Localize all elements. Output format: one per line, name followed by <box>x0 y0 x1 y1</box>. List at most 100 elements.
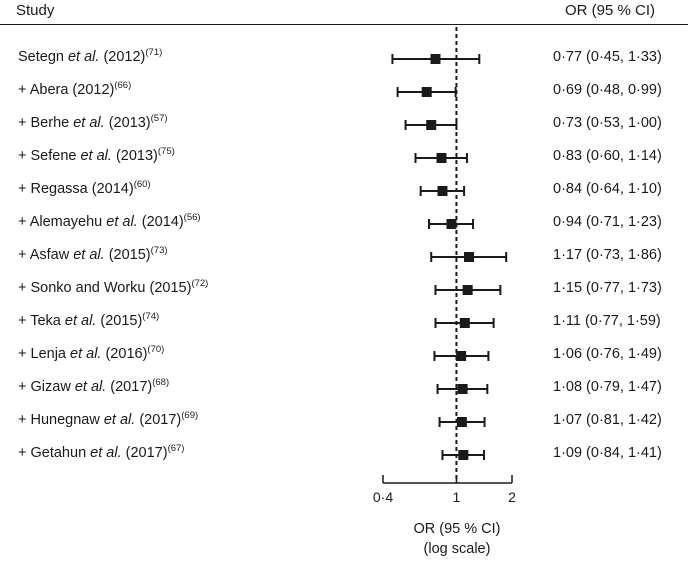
study-etal: et al. <box>86 445 122 461</box>
study-label: + Getahun et al. (2017)(67) <box>18 443 185 461</box>
or-point <box>436 153 447 163</box>
study-label: + Berhe et al. (2013)(57) <box>18 113 168 131</box>
or-point <box>421 87 432 97</box>
study-label: + Sefene et al. (2013)(75) <box>18 146 175 164</box>
or-point <box>430 54 441 64</box>
study-prefix: + <box>18 313 31 329</box>
study-year: (2013) <box>111 148 158 164</box>
study-label: + Sonko and Worku (2015)(72) <box>18 278 209 296</box>
study-year: (2012) <box>68 82 115 98</box>
study-name: Alemayehu <box>29 214 103 230</box>
study-prefix: + <box>18 115 31 131</box>
study-name: Teka <box>30 313 61 329</box>
x-tick-label: 0·4 <box>372 489 394 505</box>
study-year: (2017) <box>121 445 168 461</box>
study-label: + Teka et al. (2015)(74) <box>18 311 160 329</box>
study-etal: et al. <box>76 148 112 164</box>
or-point <box>458 450 469 460</box>
study-name: Hunegnaw <box>30 412 100 428</box>
study-ref: (57) <box>150 113 168 124</box>
study-ref: (72) <box>191 278 209 289</box>
study-year: (2014) <box>87 181 134 197</box>
or-point <box>464 252 475 262</box>
ci-text: 1·09 (0·84, 1·41) <box>553 445 662 461</box>
study-ref: (70) <box>147 344 165 355</box>
study-etal: et al. <box>69 115 105 131</box>
ci-text: 0·84 (0·64, 1·10) <box>553 181 662 197</box>
study-label: + Gizaw et al. (2017)(68) <box>18 377 170 395</box>
study-year: (2016) <box>101 346 148 362</box>
study-name: Sefene <box>30 148 77 164</box>
study-label: + Asfaw et al. (2015)(73) <box>18 245 168 263</box>
study-etal: et al. <box>69 247 105 263</box>
study-ref: (66) <box>114 80 132 91</box>
study-ref: (75) <box>157 146 175 157</box>
study-year: (2017) <box>106 379 153 395</box>
ci-text: 1·11 (0·77, 1·59) <box>553 313 661 329</box>
x-tick-label: 1 <box>452 489 461 505</box>
study-prefix: + <box>18 82 30 98</box>
ci-text: 1·08 (0·79, 1·47) <box>553 379 662 395</box>
ci-text: 0·77 (0·45, 1·33) <box>553 49 662 65</box>
study-label: + Hunegnaw et al. (2017)(69) <box>18 410 199 428</box>
study-name: Gizaw <box>30 379 71 395</box>
or-point <box>457 384 468 394</box>
study-ref: (60) <box>133 179 151 190</box>
study-prefix: + <box>18 247 30 263</box>
study-ref: (56) <box>183 212 201 223</box>
study-name: Getahun <box>30 445 87 461</box>
study-ref: (74) <box>142 311 160 322</box>
study-year: (2013) <box>104 115 151 131</box>
ci-text: 0·83 (0·60, 1·14) <box>553 148 662 164</box>
or-point <box>446 219 457 229</box>
study-prefix: + <box>18 445 31 461</box>
study-name: Regassa <box>30 181 88 197</box>
study-ref: (68) <box>152 377 170 388</box>
study-year: (2015) <box>96 313 143 329</box>
study-etal: et al. <box>60 313 97 329</box>
study-prefix: + <box>18 412 31 428</box>
study-label: + Regassa (2014)(60) <box>18 179 151 197</box>
ci-text: 1·15 (0·77, 1·73) <box>553 280 662 296</box>
ci-text: 1·17 (0·73, 1·86) <box>553 247 662 263</box>
or-point <box>437 186 448 196</box>
study-etal: et al. <box>65 346 102 362</box>
study-etal: et al. <box>70 379 107 395</box>
study-prefix: + <box>18 280 31 296</box>
or-point <box>456 351 467 361</box>
study-prefix: + <box>18 346 31 362</box>
study-ref: (67) <box>167 443 185 454</box>
or-point <box>426 120 437 130</box>
study-ref: (73) <box>150 245 168 256</box>
or-point <box>459 318 470 328</box>
study-year: (2015) <box>104 247 151 263</box>
study-year: (2014) <box>137 214 184 230</box>
study-year: (2017) <box>135 412 182 428</box>
header-rule <box>0 24 688 25</box>
study-ref: (69) <box>181 410 199 421</box>
study-label: + Alemayehu et al. (2014)(56) <box>18 212 201 230</box>
study-etal: et al. <box>63 49 100 65</box>
study-year: (2015) <box>145 280 192 296</box>
study-year: (2012) <box>99 49 146 65</box>
study-etal: et al. <box>99 412 136 428</box>
study-prefix: + <box>18 214 30 230</box>
ci-text: 1·06 (0·76, 1·49) <box>553 346 662 362</box>
x-tick-label: 2 <box>508 489 516 505</box>
study-prefix: + <box>18 379 31 395</box>
study-label: + Abera (2012)(66) <box>18 80 132 98</box>
or-point <box>462 285 473 295</box>
study-ref: (71) <box>145 47 163 58</box>
x-axis-label: OR (95 % CI) <box>413 521 501 537</box>
ci-text: 1·07 (0·81, 1·42) <box>553 412 662 428</box>
x-axis-sublabel: (log scale) <box>423 541 491 557</box>
study-prefix: + <box>18 148 31 164</box>
study-name: Abera <box>29 82 69 98</box>
header-or-ci: OR (95 % CI) <box>565 2 656 19</box>
ci-text: 0·73 (0·53, 1·00) <box>553 115 662 131</box>
study-name: Sonko and Worku <box>30 280 146 296</box>
study-name: Asfaw <box>29 247 70 263</box>
or-point <box>456 417 467 427</box>
ci-text: 0·69 (0·48, 0·99) <box>553 82 662 98</box>
